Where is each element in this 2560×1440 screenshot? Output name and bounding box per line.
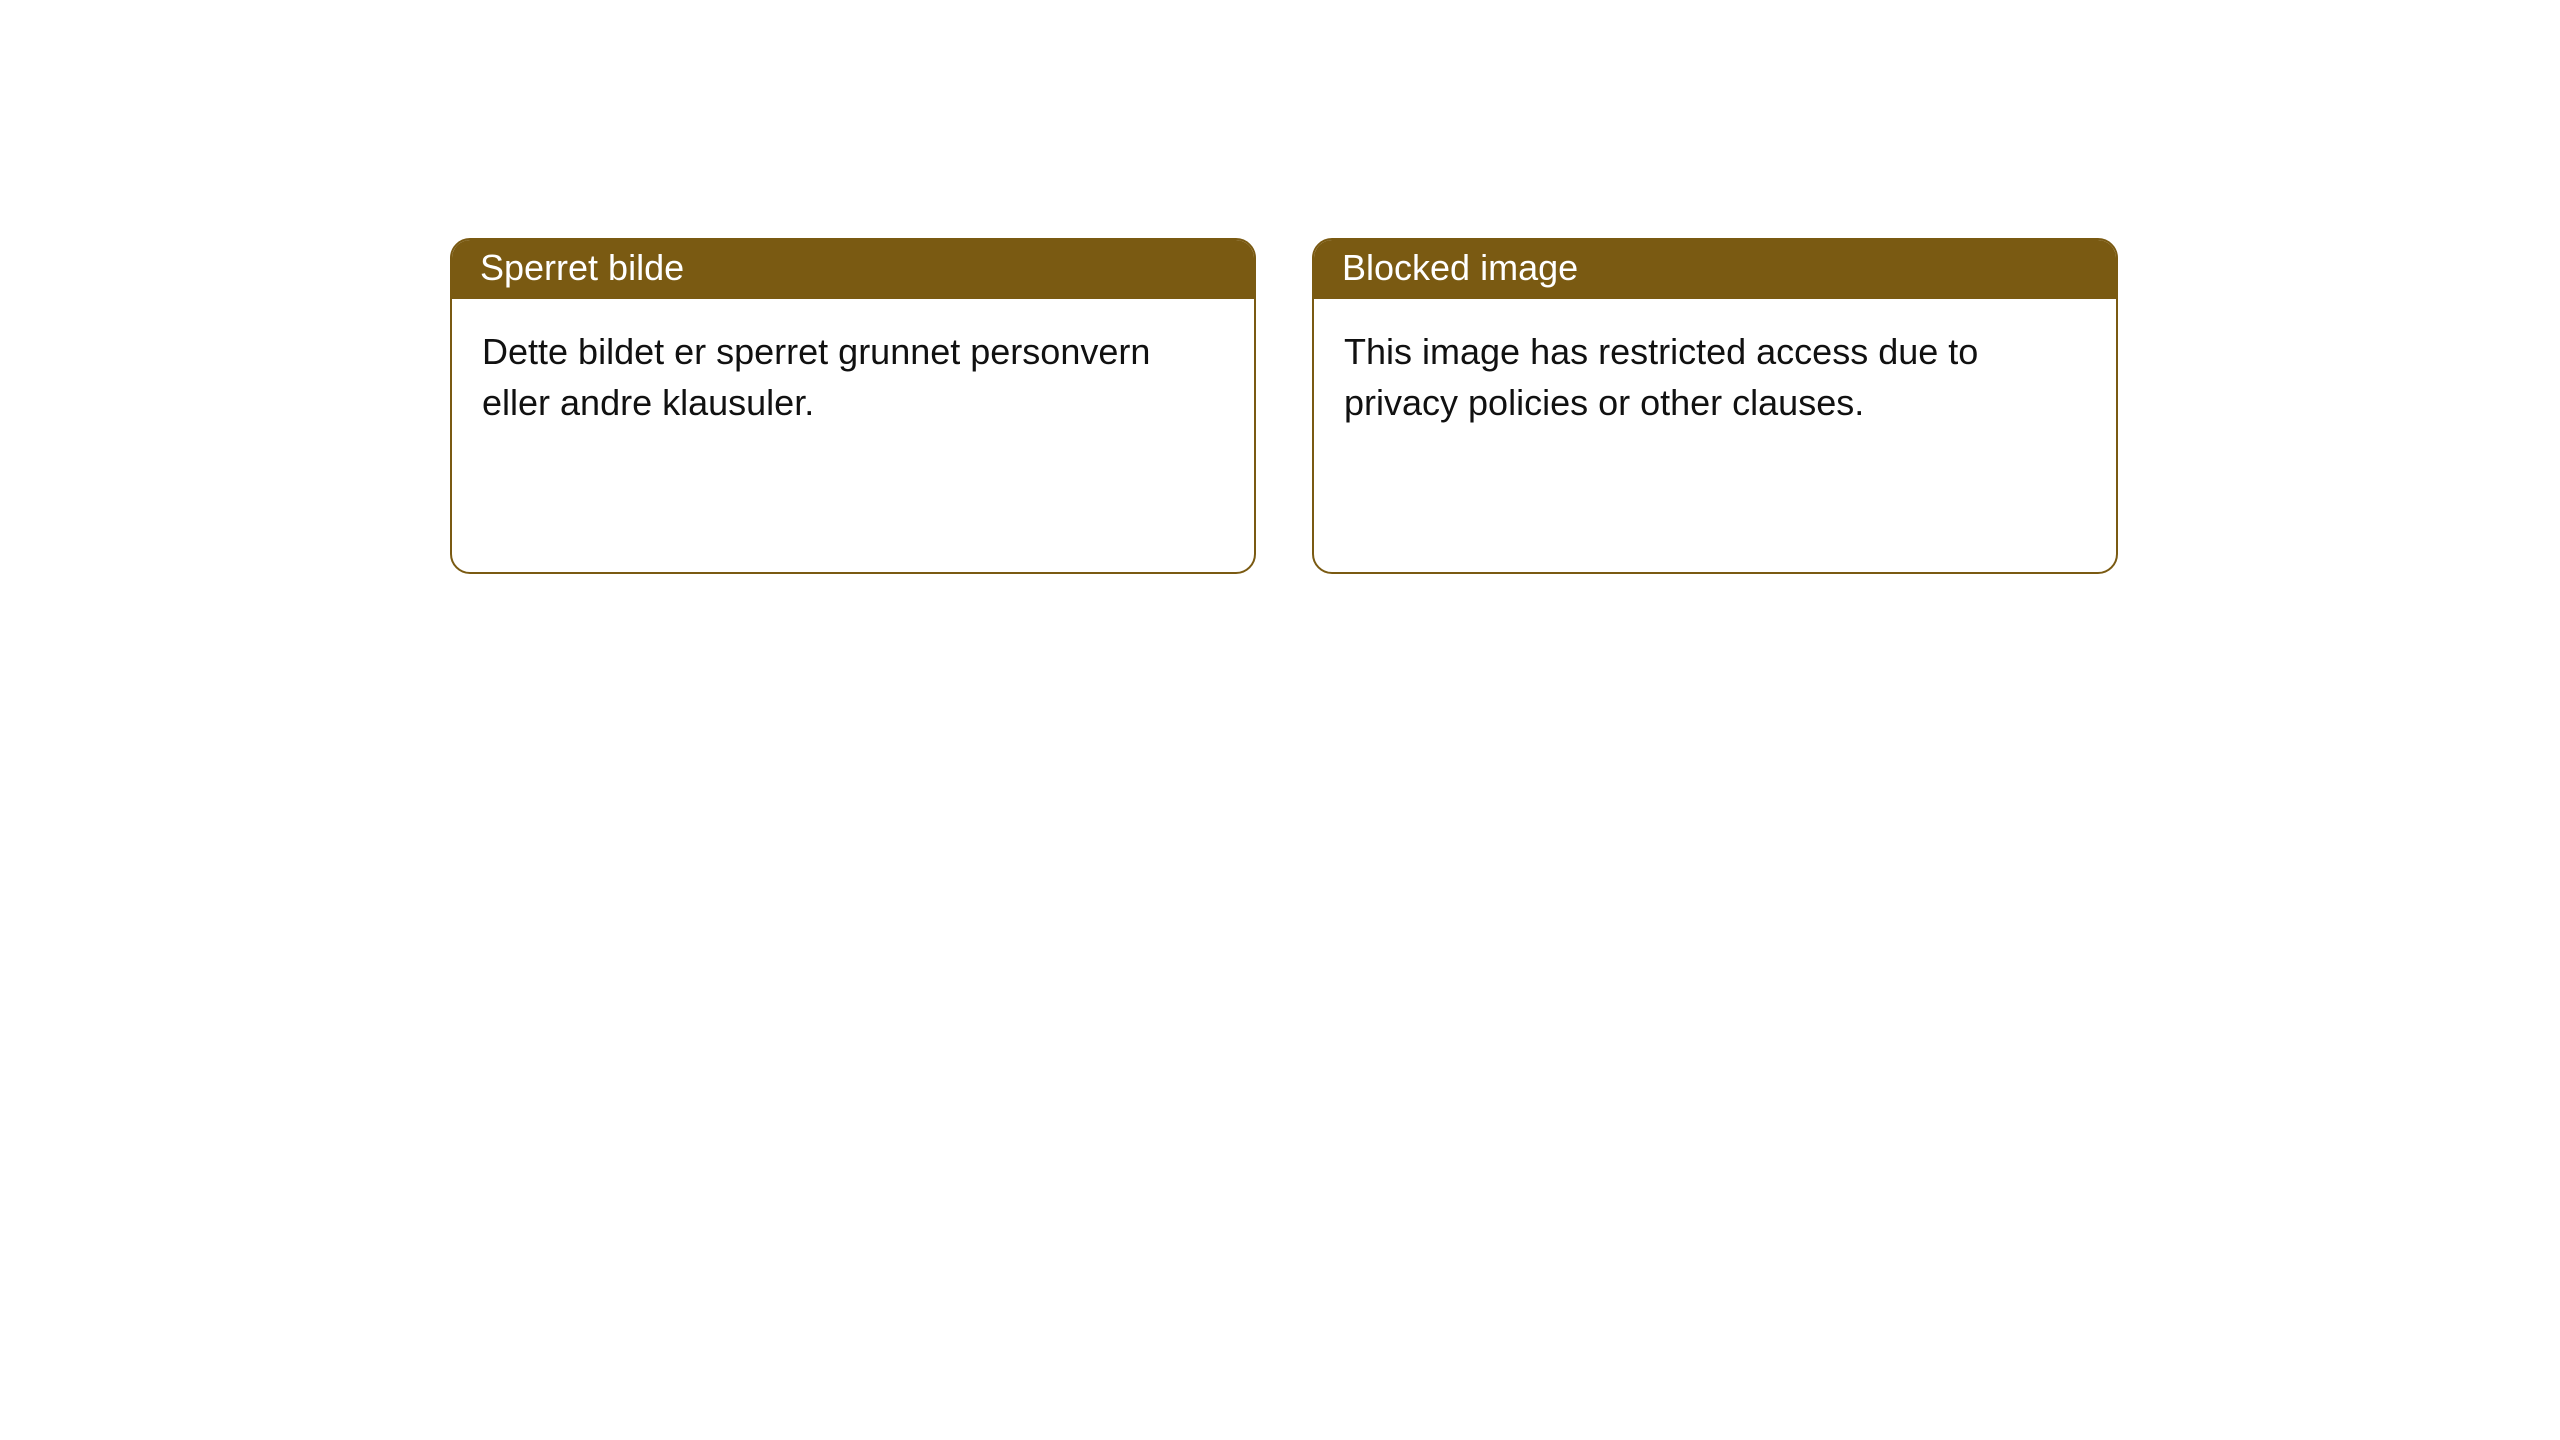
blocked-image-card-en: Blocked image This image has restricted … [1312,238,2118,574]
card-title: Sperret bilde [452,240,1254,299]
card-body-text: Dette bildet er sperret grunnet personve… [452,299,1254,456]
card-body-text: This image has restricted access due to … [1314,299,2116,456]
card-title: Blocked image [1314,240,2116,299]
blocked-image-card-no: Sperret bilde Dette bildet er sperret gr… [450,238,1256,574]
card-container: Sperret bilde Dette bildet er sperret gr… [0,0,2560,574]
